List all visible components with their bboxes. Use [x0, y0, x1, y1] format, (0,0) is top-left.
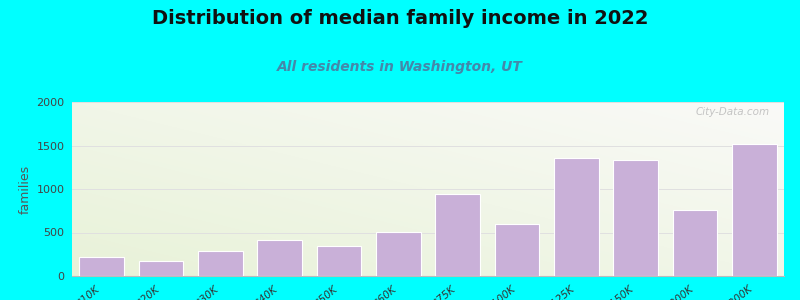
- Bar: [554, 158, 598, 276]
- Bar: [614, 160, 658, 276]
- Text: City-Data.com: City-Data.com: [696, 107, 770, 117]
- Bar: [673, 210, 718, 276]
- Bar: [138, 261, 183, 276]
- Bar: [79, 257, 124, 276]
- Bar: [435, 194, 480, 276]
- Bar: [258, 240, 302, 276]
- Y-axis label: families: families: [19, 164, 32, 214]
- Bar: [198, 251, 242, 276]
- Bar: [376, 232, 421, 276]
- Text: All residents in Washington, UT: All residents in Washington, UT: [277, 60, 523, 74]
- Text: Distribution of median family income in 2022: Distribution of median family income in …: [152, 9, 648, 28]
- Bar: [732, 144, 777, 276]
- Bar: [494, 224, 539, 276]
- Bar: [317, 246, 362, 276]
